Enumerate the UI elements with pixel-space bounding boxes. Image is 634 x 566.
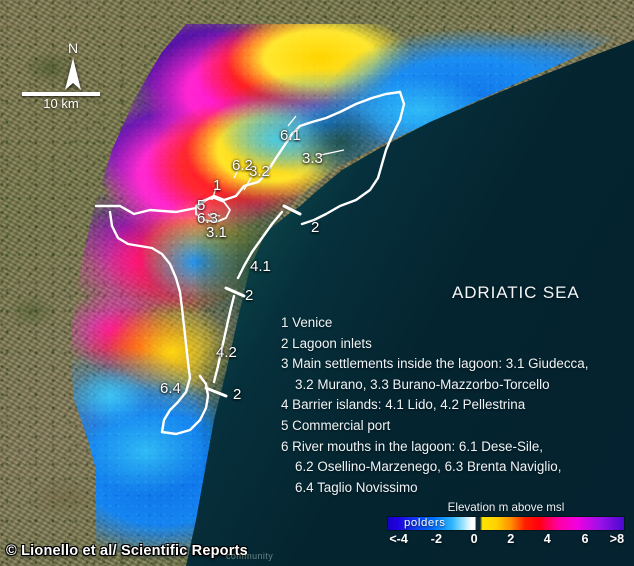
map-label-pellestrina: 4.2 [216, 344, 237, 361]
map-label-lido: 4.1 [250, 258, 271, 275]
north-arrow: N [58, 40, 88, 90]
map-label-taglio-novissimo: 6.4 [160, 380, 181, 397]
colorbar-polders-label: polders [404, 517, 446, 529]
colorbar-tick: 6 [581, 532, 589, 546]
north-arrow-icon [65, 58, 81, 90]
colorbar-tick: -2 [430, 532, 442, 546]
legend-line: 3.2 Murano, 3.3 Burano-Mazzorbo-Torcello [295, 376, 550, 392]
sea-title: ADRIATIC SEA [452, 283, 580, 302]
map-label-inlet-lido: 2 [311, 219, 320, 236]
legend-line: 3 Main settlements inside the lagoon: 3.… [281, 356, 589, 372]
colorbar-title: Elevation m above msl [447, 501, 565, 514]
map-label-burano-mazzorbo-torcello: 3.3 [302, 150, 323, 167]
colorbar-tick: 0 [470, 532, 478, 546]
community-watermark: community [226, 551, 274, 561]
map-label-osellino-marzenego: 6.2 [232, 157, 253, 174]
attribution-text: © Lionello et al/ Scientific Reports [6, 543, 248, 559]
legend-line: 4 Barrier islands: 4.1 Lido, 4.2 Pellest… [281, 397, 526, 413]
scale-bar [22, 92, 100, 96]
legend-line: 2 Lagoon inlets [281, 335, 372, 351]
colorbar-tick: <-4 [389, 532, 408, 546]
legend-line: 6.2 Osellino-Marzenego, 6.3 Brenta Navig… [295, 459, 562, 475]
map-label-inlet-chioggia: 2 [233, 386, 242, 403]
map-label-giudecca: 3.1 [206, 224, 227, 241]
colorbar-gradient: polders [388, 517, 624, 530]
map-label-inlet-malamocco: 2 [245, 287, 254, 304]
map-label-venice: 1 [213, 177, 222, 194]
map-legend-list: 1 Venice 2 Lagoon inlets 3 Main settlement… [281, 313, 611, 498]
map-label-commercial-port: 5 [197, 197, 206, 214]
colorbar-tick: 2 [507, 532, 515, 546]
legend-line: 6 River mouths in the lagoon: 6.1 Dese-S… [281, 438, 544, 454]
colorbar: Elevation m above msl polders <-4 -2 0 2 4 6 >… [388, 501, 624, 550]
colorbar-tick: 4 [543, 532, 551, 546]
north-arrow-label: N [67, 40, 79, 56]
colorbar-tick: >8 [609, 532, 625, 546]
map-label-murano: 3.2 [249, 163, 270, 180]
map-label-brenta-naviglio: 6.3 [197, 210, 218, 227]
map-label-dese-sile: 6.1 [280, 127, 301, 144]
colorbar-tick-labels: <-4 -2 0 2 4 6 >8 [388, 532, 624, 550]
legend-line: 6.4 Taglio Novissimo [295, 479, 418, 495]
legend-line: 5 Commercial port [281, 417, 391, 433]
legend-line: 1 Venice [281, 315, 333, 330]
scale-bar-label: 10 km [43, 96, 79, 111]
